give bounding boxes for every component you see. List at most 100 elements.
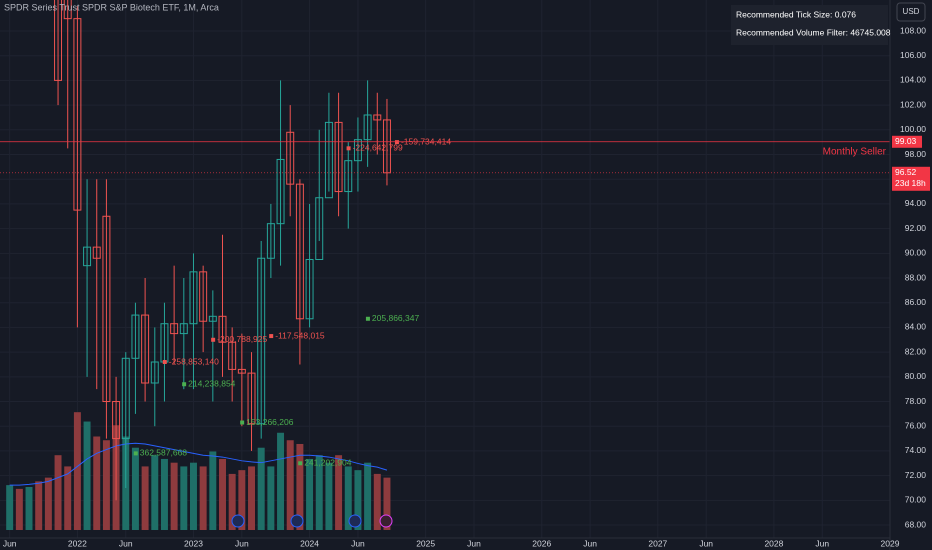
volume-bar xyxy=(344,466,352,530)
y-tick-label: 70.00 xyxy=(905,495,927,505)
annotation-label: 241,202,904 xyxy=(304,458,352,468)
candle-body xyxy=(266,223,275,259)
info-line: Recommended Tick Size: 0.076 xyxy=(736,9,856,19)
level-tag xyxy=(892,135,922,148)
annotations: 362,587,668 -258,853,140 214,238,854 -200,7… xyxy=(0,136,890,468)
axes: 68.00 70.00 72.00 74.00 76.00 78.00 80.00 82.00… xyxy=(3,25,930,548)
x-tick-label: 2028 xyxy=(764,538,783,548)
volume-bar xyxy=(102,440,110,530)
candle-body xyxy=(247,372,256,425)
volume-bar xyxy=(286,440,294,530)
annotation-marker xyxy=(269,334,274,339)
volume-bar xyxy=(160,458,168,530)
volume-bar xyxy=(199,466,207,530)
volume-bar xyxy=(35,481,43,530)
y-tick-label: 68.00 xyxy=(905,519,927,529)
y-tick-label: 74.00 xyxy=(905,445,927,455)
volume-bar xyxy=(189,462,197,530)
candle-body xyxy=(344,160,353,193)
annotation-marker xyxy=(346,146,351,151)
y-tick-label: 88.00 xyxy=(905,272,927,282)
volume-bar xyxy=(170,462,178,530)
volume-bar xyxy=(364,462,372,530)
volume-bar xyxy=(219,458,226,530)
volume-bar xyxy=(257,447,265,530)
volume-bar xyxy=(44,477,52,530)
annotation-label: -200,788,925 xyxy=(217,334,267,344)
y-tick-label: 90.00 xyxy=(905,248,927,258)
x-tick-label: Jun xyxy=(351,538,365,548)
candle-body xyxy=(276,158,285,225)
x-tick-label: Jun xyxy=(815,538,829,548)
annotation-label: 153,266,206 xyxy=(246,417,294,427)
x-tick-label: Jun xyxy=(699,538,713,548)
x-tick-label: Jun xyxy=(119,538,133,548)
volume-bar xyxy=(54,455,62,530)
volume-bar xyxy=(131,447,139,530)
volume-bar xyxy=(83,421,91,530)
currency-button[interactable] xyxy=(896,2,926,22)
annotation-marker xyxy=(211,337,216,342)
annotation-marker xyxy=(240,420,245,425)
chart-title: SPDR Series Trust SPDR S&P Biotech ETF, … xyxy=(4,2,219,12)
y-tick-label: 76.00 xyxy=(905,420,927,430)
candle-body xyxy=(218,315,227,343)
candle-body xyxy=(131,314,140,359)
x-tick-label: 2025 xyxy=(416,538,435,548)
x-tick-label: 2029 xyxy=(881,538,900,548)
annotation-label: -258,853,140 xyxy=(169,356,219,366)
volume-ma xyxy=(9,442,388,486)
volume-bar xyxy=(73,412,81,530)
x-tick-label: Jun xyxy=(3,538,17,548)
candle-body xyxy=(324,121,333,199)
volume-bar xyxy=(325,462,333,530)
candle-body xyxy=(208,315,217,322)
y-tick-label: 80.00 xyxy=(905,371,927,381)
annotation-marker xyxy=(133,451,138,456)
x-tick-label: 2027 xyxy=(648,538,667,548)
candle-body xyxy=(102,215,111,403)
candle-body xyxy=(112,401,121,440)
candle-body xyxy=(237,368,246,374)
last-price-label: 96.52 xyxy=(895,167,917,177)
event-icons xyxy=(231,514,393,528)
candle-body xyxy=(170,323,179,335)
volume-bar xyxy=(267,466,275,530)
candle-body xyxy=(286,131,295,185)
volume-bar xyxy=(228,473,236,530)
volume-bar xyxy=(277,432,285,530)
volume-bar xyxy=(315,455,323,530)
x-tick-label: 2024 xyxy=(300,538,319,548)
y-tick-label: 94.00 xyxy=(905,198,927,208)
y-tick-label: 106.00 xyxy=(900,50,926,60)
candle-body xyxy=(83,246,92,267)
candle-body xyxy=(73,18,82,211)
currency[interactable]: USD xyxy=(903,7,920,16)
candle-body xyxy=(63,0,72,20)
y-tick-label: 84.00 xyxy=(905,322,927,332)
x-tick-label: 2023 xyxy=(184,538,203,548)
volume-bar xyxy=(238,470,246,530)
x-tick-label: Jun xyxy=(467,538,481,548)
y-tick-label: 98.00 xyxy=(905,149,927,159)
x-tick-label: Jun xyxy=(583,538,597,548)
level-label: 99.03 xyxy=(895,136,917,146)
y-tick-label: 92.00 xyxy=(905,223,927,233)
volume-bar xyxy=(64,466,72,530)
volume-bar xyxy=(383,477,391,530)
volume-bar xyxy=(6,485,14,530)
candle-body xyxy=(315,197,324,260)
annotation-label: 205,866,347 xyxy=(372,313,420,323)
candle-body xyxy=(121,357,130,440)
y-tick-label: 100.00 xyxy=(900,124,926,134)
candle-body xyxy=(141,314,150,384)
annotation-marker xyxy=(182,382,187,387)
candle-body xyxy=(382,119,391,174)
candle-body xyxy=(363,114,372,141)
candle-body xyxy=(199,271,208,322)
volume-bar xyxy=(248,466,256,530)
volume-bar xyxy=(306,458,314,530)
annotation-label: 362,587,668 xyxy=(140,448,188,458)
